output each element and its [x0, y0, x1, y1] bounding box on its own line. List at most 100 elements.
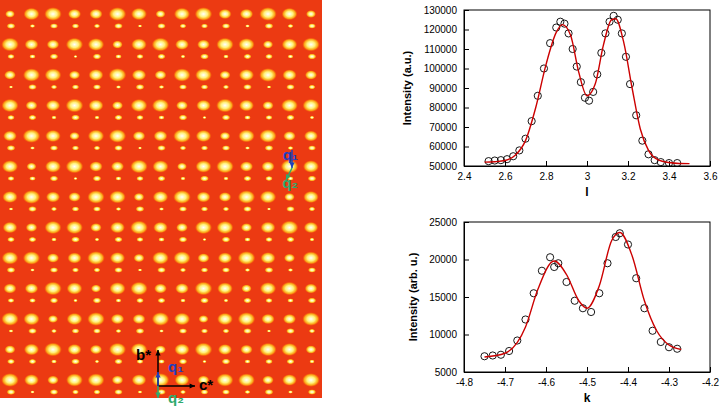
- tick-mark: [464, 127, 469, 128]
- tick: 3.6: [704, 161, 718, 182]
- diffraction-spot: [216, 221, 233, 234]
- satellite-spot: [158, 359, 165, 364]
- diffraction-spot: [196, 100, 211, 111]
- diffraction-spot: [68, 192, 81, 202]
- diffraction-spot: [281, 8, 297, 21]
- satellite-spot: [29, 54, 36, 59]
- satellite-spot: [136, 176, 144, 181]
- satellite-spot: [308, 298, 317, 304]
- diffraction-spot: [303, 191, 319, 203]
- data-point: [551, 263, 558, 270]
- satellite-spot: [308, 54, 317, 60]
- tick-label: -4.2: [702, 377, 720, 388]
- tick-label: 2.8: [540, 171, 554, 182]
- diffraction-spot: [216, 38, 234, 52]
- panel: 2.42.62.833.23.43.6500006000070000800009…: [401, 5, 718, 199]
- satellite-spot: [28, 328, 37, 334]
- satellite-spot: [202, 238, 206, 241]
- tick-mark: [464, 10, 469, 11]
- satellite-spot: [50, 54, 59, 60]
- satellite-spot: [71, 359, 80, 365]
- satellite-spot: [7, 176, 14, 181]
- satellite-spot: [29, 359, 37, 364]
- diffraction-spot: [240, 9, 254, 20]
- satellite-spot: [309, 329, 315, 333]
- satellite-spot: [9, 207, 13, 210]
- tick-mark: [505, 367, 506, 372]
- annotation: b*: [136, 346, 151, 363]
- satellite-spot: [243, 298, 251, 304]
- tick: 70000: [429, 122, 469, 133]
- diffraction-spot: [281, 343, 298, 356]
- diffraction-spot: [46, 100, 61, 111]
- diffraction-spot: [195, 68, 212, 81]
- diffraction-spot: [173, 251, 190, 265]
- satellite-spot: [73, 177, 77, 180]
- data-point: [547, 254, 554, 261]
- satellite-spot: [179, 237, 188, 243]
- tick: -4.4: [620, 367, 638, 388]
- satellite-spot: [72, 390, 79, 395]
- diffraction-spot: [1, 38, 19, 52]
- diffraction-spot: [89, 161, 103, 172]
- satellite-spot: [136, 298, 144, 303]
- satellite-spot: [114, 115, 122, 121]
- tick: 60000: [429, 141, 469, 152]
- diffraction-spot: [111, 161, 124, 171]
- diffraction-spot: [240, 345, 253, 355]
- satellite-spot: [51, 116, 56, 120]
- satellite-spot: [95, 360, 100, 363]
- diffraction-spot: [109, 282, 126, 295]
- diffraction-spot: [1, 373, 19, 387]
- satellite-spot: [157, 23, 166, 29]
- diffraction-spot: [303, 160, 319, 173]
- tick-mark: [587, 367, 588, 372]
- tick-label: 3: [585, 171, 591, 182]
- tick-label: 70000: [429, 122, 457, 133]
- diffraction-spot: [173, 129, 191, 143]
- satellite-spot: [200, 176, 209, 182]
- tick-label: 5000: [435, 367, 458, 378]
- diffraction-spot: [283, 314, 296, 324]
- diffraction-spot: [175, 374, 190, 386]
- tick-label: -4.4: [620, 377, 638, 388]
- tick-label: 3.2: [622, 171, 636, 182]
- satellite-spot: [9, 329, 14, 332]
- diffraction-spot: [133, 131, 146, 141]
- diffraction-spot: [238, 38, 255, 51]
- satellite-spot: [136, 54, 143, 59]
- diffraction-image: q₁q₂b*c*q₁q₂: [0, 0, 322, 406]
- satellite-spot: [179, 115, 188, 121]
- satellite-spot: [180, 24, 187, 29]
- diffraction-spot: [152, 312, 170, 326]
- diffraction-spot: [304, 222, 319, 233]
- tick: 50000: [429, 161, 469, 172]
- satellite-spot: [287, 298, 294, 303]
- satellite-spot: [114, 23, 123, 29]
- tick: 10000: [429, 329, 469, 340]
- annotation: q₂: [168, 389, 184, 406]
- satellite-spot: [222, 237, 231, 243]
- tick-mark: [464, 222, 469, 223]
- diffraction-spot: [262, 101, 274, 110]
- diffraction-spot: [218, 344, 232, 355]
- diffraction-spot: [198, 315, 208, 323]
- satellite-spot: [222, 115, 231, 121]
- tick: 3.4: [663, 161, 677, 182]
- satellite-spot: [51, 329, 57, 333]
- y-axis: 500010000150002000025000: [429, 217, 469, 378]
- satellite-spot: [223, 85, 229, 89]
- diffraction-spot: [195, 342, 213, 356]
- satellite-spot: [265, 176, 273, 181]
- diffraction-spot: [260, 190, 277, 203]
- diffraction-spot: [238, 312, 256, 326]
- diffraction-spot: [155, 10, 165, 18]
- tick-label: 10000: [429, 329, 457, 340]
- satellite-spot: [265, 54, 273, 59]
- diffraction-spot: [302, 373, 320, 387]
- satellite-spot: [93, 206, 101, 212]
- diffraction-spot: [175, 283, 189, 294]
- diffraction-spot: [261, 314, 275, 325]
- tick-mark: [628, 367, 629, 372]
- diffraction-spot: [174, 313, 190, 326]
